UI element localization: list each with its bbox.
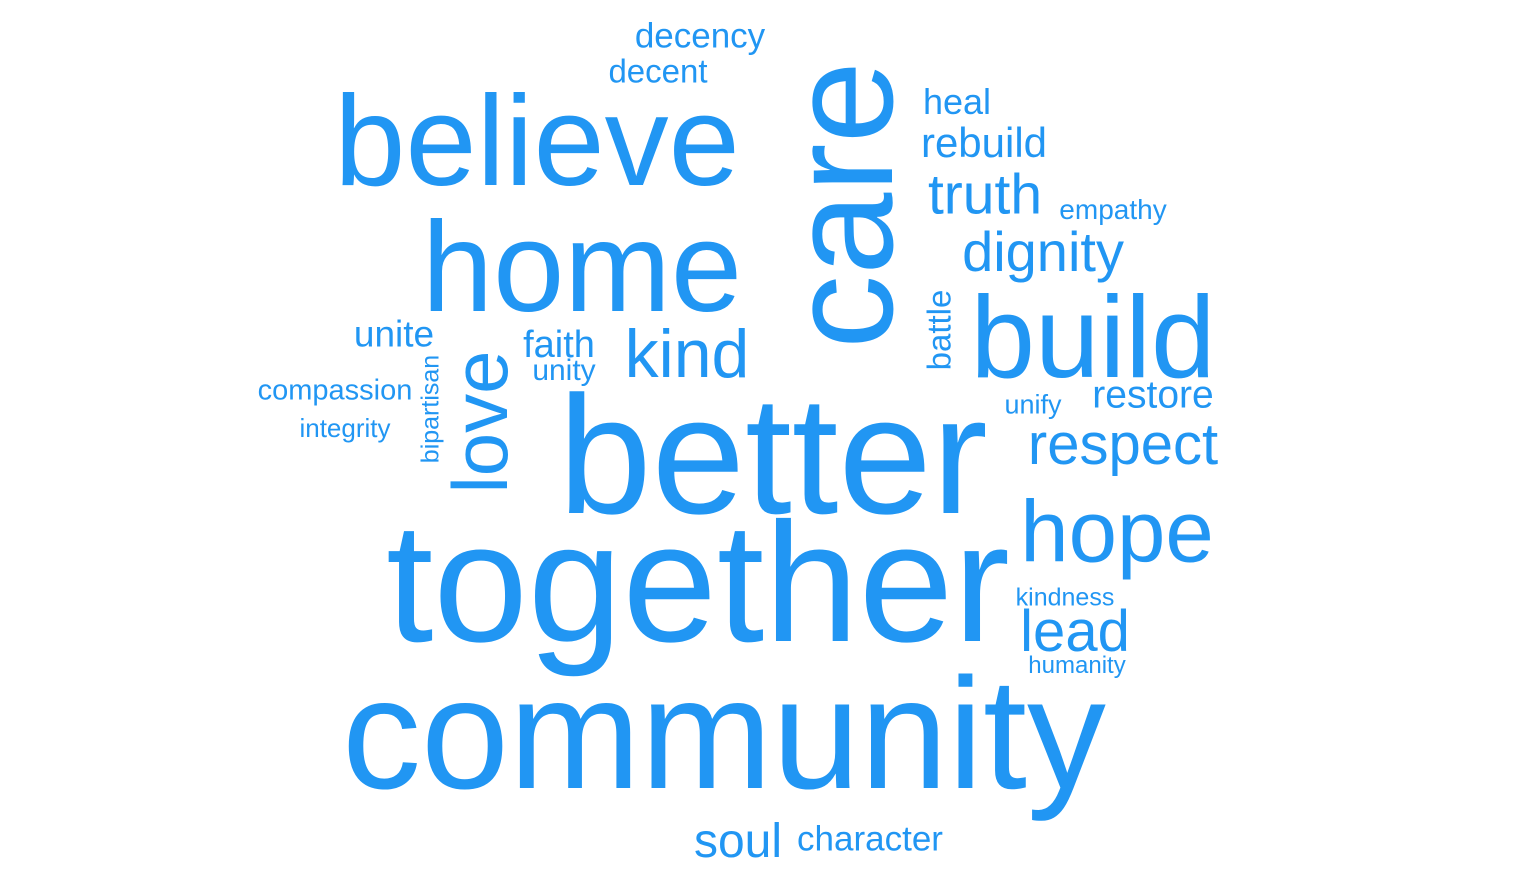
word-battle: battle bbox=[920, 289, 958, 371]
word-truth: truth bbox=[927, 162, 1043, 227]
word-lead: lead bbox=[1020, 599, 1130, 664]
word-kind: kind bbox=[624, 316, 750, 392]
word-integrity: integrity bbox=[299, 413, 391, 443]
word-restore: restore bbox=[1092, 373, 1214, 417]
word-believe: believe bbox=[334, 70, 740, 213]
word-home: home bbox=[421, 196, 743, 339]
word-humanity: humanity bbox=[1028, 652, 1126, 679]
word-compassion: compassion bbox=[257, 374, 413, 407]
word-respect: respect bbox=[1027, 412, 1219, 477]
word-care: care bbox=[759, 61, 924, 349]
word-rebuild: rebuild bbox=[920, 119, 1048, 166]
word-together: together bbox=[386, 488, 1010, 678]
word-love: love bbox=[436, 350, 524, 494]
word-character: character bbox=[797, 819, 943, 859]
word-faith: faith bbox=[523, 324, 595, 366]
word-dignity: dignity bbox=[962, 220, 1124, 283]
word-bipartisan: bipartisan bbox=[416, 354, 445, 464]
word-decency: decency bbox=[634, 16, 766, 56]
word-heal: heal bbox=[922, 81, 992, 122]
word-unity: unity bbox=[532, 354, 596, 387]
word-kindness: kindness bbox=[1015, 583, 1115, 612]
word-unify: unify bbox=[1004, 389, 1062, 420]
word-empathy: empathy bbox=[1059, 194, 1167, 225]
word-soul: soul bbox=[693, 815, 783, 868]
word-hope: hope bbox=[1020, 483, 1214, 581]
word-decent: decent bbox=[608, 52, 708, 90]
word-build: build bbox=[970, 272, 1216, 402]
word-unite: unite bbox=[353, 313, 435, 355]
word-community: community bbox=[342, 646, 1106, 822]
word-better: better bbox=[558, 361, 988, 549]
